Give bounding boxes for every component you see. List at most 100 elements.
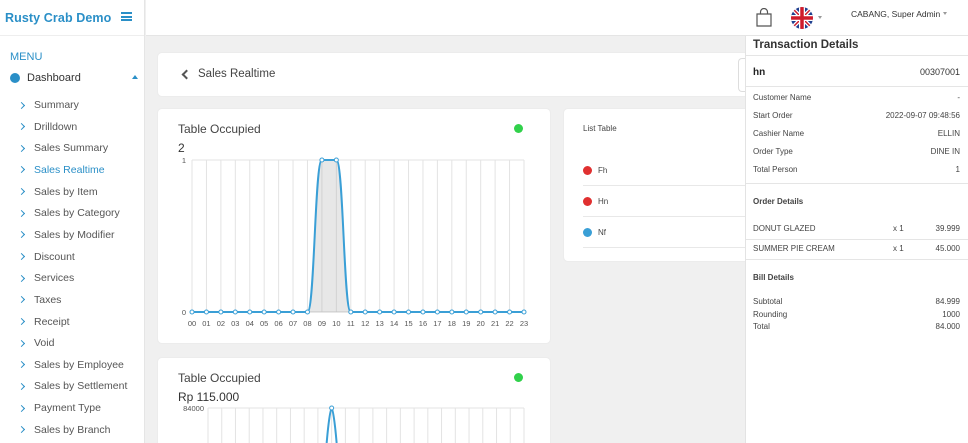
order-item-price: 45.000 — [935, 244, 960, 253]
sidebar-item-discount[interactable]: Discount — [17, 250, 75, 264]
chevron-right-icon — [17, 166, 26, 174]
order-item-price: 39.999 — [935, 224, 960, 233]
date-filter-button[interactable] — [738, 58, 746, 92]
data-point — [189, 309, 195, 315]
list-item[interactable]: Hn — [583, 186, 745, 217]
bill-label: Total — [753, 322, 770, 332]
field-value: ELLIN — [937, 129, 960, 138]
data-point — [304, 309, 310, 315]
sidebar-item-receipt[interactable]: Receipt — [17, 315, 70, 329]
list-item[interactable]: Fh — [583, 155, 745, 186]
transaction-id: 00307001 — [919, 67, 960, 77]
x-tick-label: 20 — [477, 319, 485, 328]
caret-up-icon — [132, 75, 138, 79]
field-label: Order Type — [753, 147, 793, 156]
list-item[interactable]: Nf — [583, 217, 745, 248]
top-bar — [146, 0, 968, 36]
data-point — [492, 309, 498, 315]
dashboard-label: Dashboard — [27, 72, 81, 84]
bill-details-title: Bill Details — [753, 273, 794, 282]
sidebar-item-sales-summary[interactable]: Sales Summary — [17, 141, 109, 155]
chevron-right-icon — [17, 339, 26, 347]
app-title[interactable]: Rusty Crab Demo — [5, 10, 112, 25]
transaction-name: hn — [753, 67, 766, 78]
transaction-title: Transaction Details — [753, 39, 859, 51]
order-item-qty: x 1 — [893, 244, 904, 253]
x-tick-label: 22 — [505, 319, 513, 328]
chevron-right-icon — [17, 101, 26, 109]
order-item-name: DONUT GLAZED — [753, 224, 816, 233]
divider — [746, 55, 968, 56]
sidebar-item-sales-by-branch[interactable]: Sales by Branch — [17, 423, 111, 437]
user-menu[interactable]: CABANG, Super Admin — [851, 9, 941, 19]
chart2-svg: 84000 — [183, 404, 525, 443]
sidebar-item-payment-type[interactable]: Payment Type — [17, 401, 101, 415]
sidebar-item-sales-by-modifier[interactable]: Sales by Modifier — [17, 228, 115, 242]
sidebar-item-void[interactable]: Void — [17, 336, 55, 350]
chevron-right-icon — [17, 404, 26, 412]
field-value: DINE IN — [930, 147, 960, 156]
x-tick-label: 05 — [260, 319, 268, 328]
language-caret-icon[interactable] — [818, 16, 822, 19]
x-tick-label: 12 — [361, 319, 369, 328]
user-caret-icon[interactable] — [943, 12, 947, 15]
data-point — [329, 405, 335, 411]
hamburger-menu-icon[interactable] — [121, 12, 132, 21]
sidebar-item-sales-by-category[interactable]: Sales by Category — [17, 206, 120, 220]
sidebar-item-sales-realtime[interactable]: Sales Realtime — [17, 163, 105, 177]
data-point — [362, 309, 368, 315]
data-point — [276, 309, 282, 315]
divider — [746, 259, 968, 260]
sidebar-item-summary[interactable]: Summary — [17, 98, 79, 112]
divider — [746, 239, 968, 240]
x-tick-label: 17 — [433, 319, 441, 328]
field-label: Cashier Name — [753, 129, 805, 138]
chart2-status-dot — [514, 373, 523, 382]
sidebar-item-taxes[interactable]: Taxes — [17, 293, 61, 307]
data-point — [521, 309, 527, 315]
sidebar-item-label: Summary — [34, 99, 79, 111]
x-tick-label: 07 — [289, 319, 297, 328]
sidebar-item-label: Void — [34, 337, 55, 350]
x-tick-label: 19 — [462, 319, 470, 328]
menu-label: MENU — [10, 51, 43, 63]
list-item-label: Fh — [598, 166, 608, 175]
shopping-bag-icon[interactable] — [756, 8, 772, 27]
x-tick-label: 21 — [491, 319, 499, 328]
status-dot — [583, 227, 592, 237]
uk-flag-icon[interactable] — [791, 7, 813, 29]
chevron-right-icon — [17, 317, 26, 326]
divider — [746, 86, 968, 87]
bill-value: 1000 — [942, 309, 960, 319]
chevron-right-icon — [17, 123, 26, 131]
chart1-status-dot — [514, 124, 523, 133]
sidebar-item-label: Sales by Modifier — [34, 228, 115, 241]
data-point — [391, 309, 397, 315]
sidebar-item-services[interactable]: Services — [17, 271, 74, 285]
page-title: Sales Realtime — [198, 68, 276, 80]
x-tick-label: 08 — [303, 319, 311, 328]
x-tick-label: 02 — [217, 319, 225, 328]
sidebar-item-sales-by-employee[interactable]: Sales by Employee — [17, 358, 124, 372]
x-tick-label: 15 — [404, 319, 412, 328]
sidebar-item-label: Sales Summary — [34, 142, 109, 155]
data-point — [232, 309, 238, 315]
data-point — [218, 309, 224, 315]
sidebar-item-sales-by-item[interactable]: Sales by Item — [17, 185, 98, 199]
data-point — [507, 309, 513, 315]
x-tick-label: 11 — [347, 319, 355, 328]
sidebar-item-label: Drilldown — [34, 120, 78, 133]
chevron-right-icon — [17, 296, 26, 304]
sidebar-item-sales-by-settlement[interactable]: Sales by Settlement — [17, 379, 127, 393]
data-point — [319, 157, 325, 163]
sidebar-item-drilldown[interactable]: Drilldown — [17, 120, 78, 134]
chevron-right-icon — [17, 361, 26, 369]
order-details-title: Order Details — [753, 197, 804, 206]
sidebar-item-label: Sales by Branch — [34, 423, 111, 436]
bill-value: 84.999 — [935, 297, 960, 306]
series-line — [191, 159, 524, 313]
x-tick-label: 04 — [246, 319, 254, 328]
data-point — [261, 309, 267, 315]
sidebar: Rusty Crab Demo MENU Dashboard Summary Dr… — [0, 0, 145, 443]
sidebar-item-dashboard[interactable]: Dashboard — [10, 71, 138, 85]
